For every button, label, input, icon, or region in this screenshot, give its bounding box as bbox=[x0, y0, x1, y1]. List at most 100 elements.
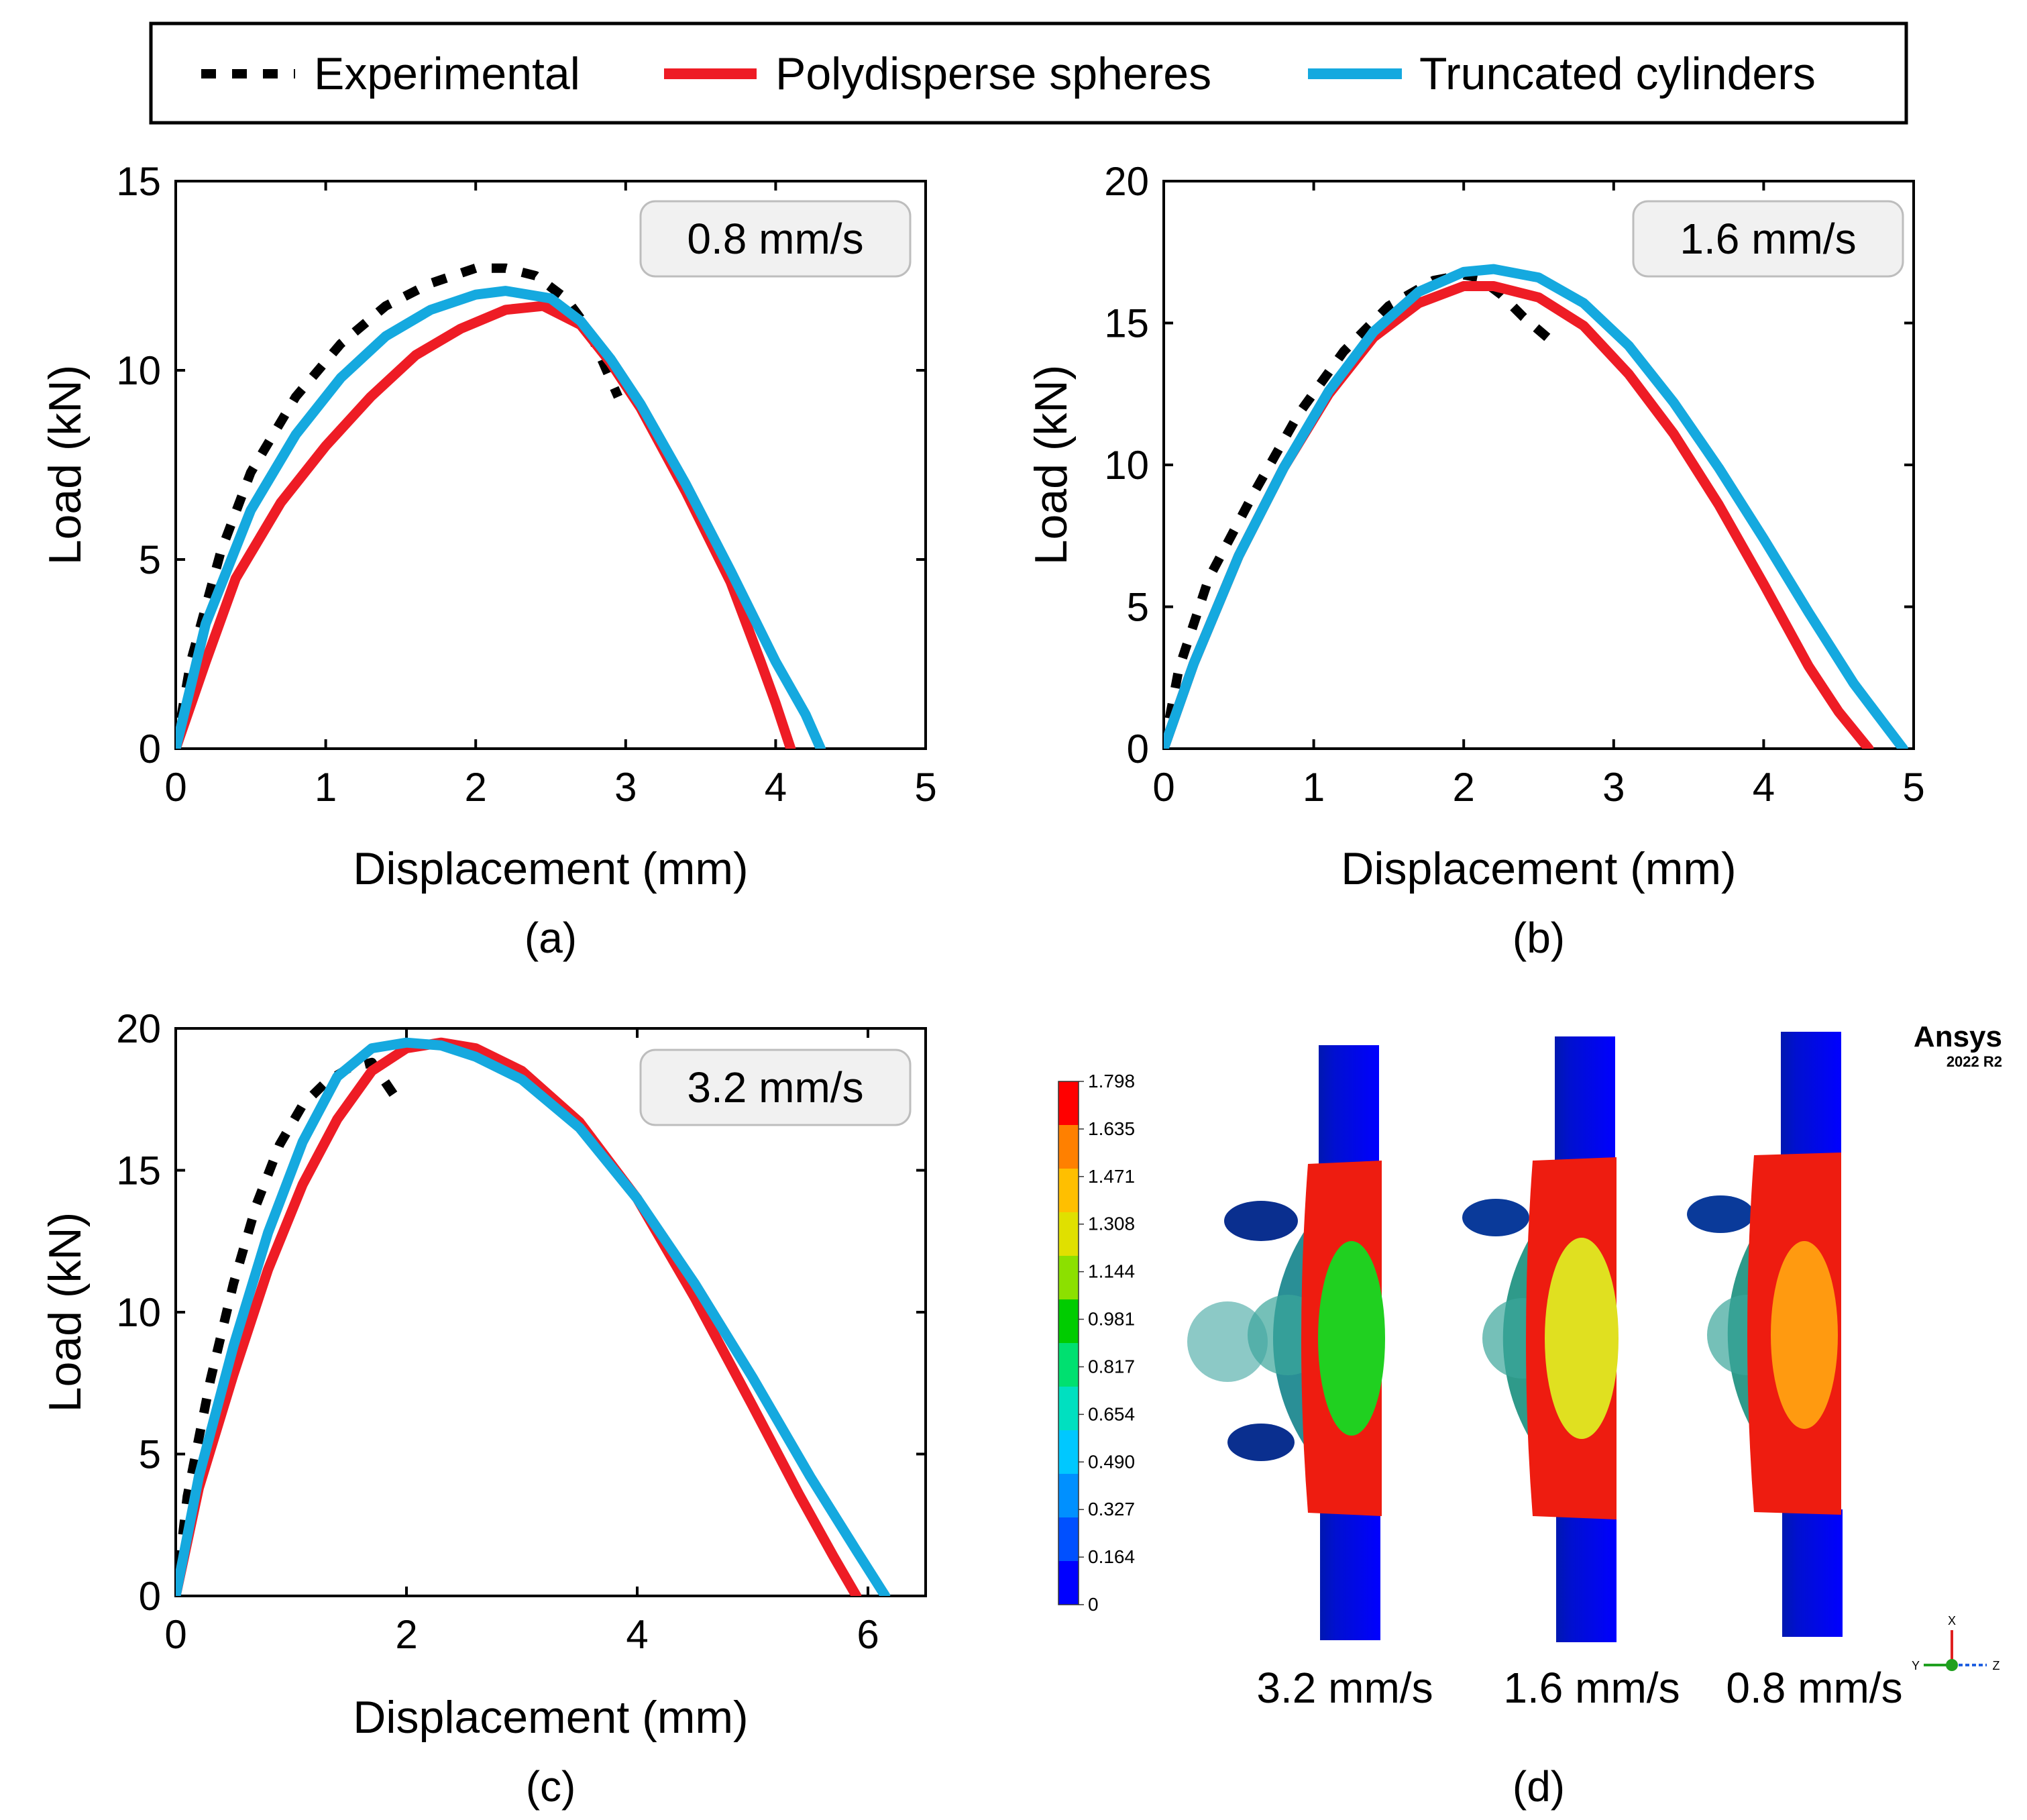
panel-label-a: (a) bbox=[525, 914, 577, 962]
x-tick-label: 0 bbox=[1152, 765, 1174, 810]
series-b bbox=[1164, 264, 1908, 749]
xlabel-a: Displacement (mm) bbox=[353, 843, 748, 894]
disc-shade-3 bbox=[1687, 1195, 1754, 1233]
y-tick-label: 10 bbox=[1104, 443, 1149, 488]
x-tick-label: 4 bbox=[1753, 765, 1775, 810]
sim-label-0-8: 0.8 mm/s bbox=[1726, 1664, 1902, 1712]
annotation-b: 1.6 mm/s bbox=[1680, 215, 1856, 263]
colorbar-band bbox=[1058, 1430, 1079, 1475]
series-line-truncated-cylinders bbox=[1164, 264, 1908, 749]
colorbar-label: 0.327 bbox=[1088, 1499, 1135, 1519]
colorbar-band bbox=[1058, 1212, 1079, 1256]
contact-core-3 bbox=[1771, 1241, 1838, 1429]
legend-label-truncated: Truncated cylinders bbox=[1419, 48, 1816, 99]
disc-shade-1a bbox=[1224, 1201, 1298, 1241]
colorbar-label: 0.654 bbox=[1088, 1403, 1135, 1424]
colorbar-label: 0.817 bbox=[1088, 1356, 1135, 1377]
panel-label-b: (b) bbox=[1513, 914, 1565, 962]
y-tick-label: 5 bbox=[139, 1432, 161, 1477]
series-line-polydisperse-spheres bbox=[176, 1037, 862, 1596]
ylabel-a: Load (kN) bbox=[40, 365, 91, 566]
annotation-box-c bbox=[639, 1049, 912, 1126]
series-line-experimental bbox=[176, 263, 623, 749]
bar-top-2 bbox=[1555, 1036, 1615, 1171]
contact-core-2 bbox=[1545, 1238, 1619, 1439]
chart-panel-b: 0 1 2 3 4 5 0 5 10 15 20 1.6 mm/s Displacement (mm… bbox=[1026, 159, 1925, 962]
sim-label-3-2: 3.2 mm/s bbox=[1256, 1664, 1433, 1712]
legend-label-polydisperse: Polydisperse spheres bbox=[775, 48, 1211, 99]
colorbar-band bbox=[1058, 1387, 1079, 1431]
colorbar-label: 1.635 bbox=[1088, 1118, 1135, 1139]
x-tick-label: 1 bbox=[1303, 765, 1325, 810]
x-tick-label: 2 bbox=[1453, 765, 1475, 810]
y-tick-label: 5 bbox=[1127, 585, 1149, 630]
colorbar-label: 0.981 bbox=[1088, 1309, 1135, 1330]
series-line-truncated-cylinders bbox=[176, 286, 826, 749]
bar-bottom-3 bbox=[1782, 1509, 1843, 1637]
y-tick-label: 20 bbox=[1104, 159, 1149, 204]
disc-shade-2 bbox=[1462, 1199, 1529, 1236]
colorbar-label: 1.471 bbox=[1088, 1166, 1135, 1187]
panel-label-c: (c) bbox=[526, 1762, 576, 1811]
annotation-box-b bbox=[1632, 200, 1904, 278]
contour-colorbar: 1.798 1.635 1.471 1.308 1.144 0.981 0.817 0.654… bbox=[1058, 1071, 1135, 1615]
legend-frame bbox=[149, 21, 1908, 125]
colorbar-band bbox=[1058, 1125, 1079, 1169]
colorbar-band bbox=[1058, 1343, 1079, 1387]
x-tick-label: 4 bbox=[626, 1612, 648, 1657]
x-tick-label: 0 bbox=[164, 1612, 186, 1657]
colorbar-frame bbox=[1058, 1081, 1079, 1605]
colorbar-band bbox=[1058, 1299, 1079, 1344]
colorbar-band bbox=[1058, 1561, 1079, 1605]
x-tick-label: 5 bbox=[914, 765, 936, 810]
specimen-3-2 bbox=[1187, 1045, 1385, 1640]
triad-label-x: X bbox=[1948, 1614, 1956, 1627]
ticks-a: 0 1 2 3 4 5 0 5 10 15 bbox=[116, 159, 936, 810]
triad-label-z: Z bbox=[1993, 1659, 2000, 1672]
x-tick-label: 2 bbox=[395, 1612, 417, 1657]
series-a bbox=[176, 263, 826, 749]
colorbar-band bbox=[1058, 1517, 1079, 1562]
disc-shade-1b bbox=[1227, 1424, 1295, 1461]
series-line-polydisperse-spheres bbox=[176, 301, 796, 749]
series-c bbox=[176, 1037, 891, 1596]
x-tick-label: 0 bbox=[164, 765, 186, 810]
y-tick-label: 0 bbox=[139, 727, 161, 771]
x-tick-label: 2 bbox=[465, 765, 487, 810]
y-tick-label: 15 bbox=[1104, 301, 1149, 346]
x-tick-label: 6 bbox=[857, 1612, 879, 1657]
y-tick-label: 5 bbox=[139, 537, 161, 582]
x-tick-label: 3 bbox=[1602, 765, 1625, 810]
sim-label-1-6: 1.6 mm/s bbox=[1503, 1664, 1680, 1712]
x-tick-label: 3 bbox=[614, 765, 637, 810]
x-tick-label: 4 bbox=[765, 765, 787, 810]
x-tick-label: 1 bbox=[315, 765, 337, 810]
ylabel-c: Load (kN) bbox=[40, 1212, 91, 1413]
y-tick-label: 0 bbox=[139, 1574, 161, 1619]
colorbar-label: 0 bbox=[1088, 1594, 1099, 1615]
legend-label-experimental: Experimental bbox=[314, 48, 580, 99]
simulation-panel-d: Ansys 2022 R2 1.798 1.635 1.471 1.308 1.144 0… bbox=[1058, 1020, 2002, 1811]
colorbar-label: 1.308 bbox=[1088, 1214, 1135, 1234]
axis-triad: X Y Z bbox=[1912, 1614, 2000, 1672]
y-tick-label: 10 bbox=[116, 348, 161, 393]
colorbar-band bbox=[1058, 1474, 1079, 1518]
xlabel-b: Displacement (mm) bbox=[1341, 843, 1736, 894]
x-tick-label: 5 bbox=[1902, 765, 1924, 810]
colorbar-label: 1.144 bbox=[1088, 1261, 1135, 1282]
y-tick-label: 0 bbox=[1127, 727, 1149, 771]
xlabel-c: Displacement (mm) bbox=[353, 1692, 748, 1743]
y-tick-label: 20 bbox=[116, 1006, 161, 1051]
annotation-box-a bbox=[639, 200, 912, 278]
colorbar-band bbox=[1058, 1081, 1079, 1126]
ylabel-b: Load (kN) bbox=[1026, 365, 1077, 566]
ansys-version: 2022 R2 bbox=[1947, 1053, 2002, 1070]
y-tick-label: 15 bbox=[116, 1148, 161, 1193]
specimen-0-8 bbox=[1687, 1032, 1843, 1637]
y-tick-label: 10 bbox=[116, 1290, 161, 1335]
colorbar-band bbox=[1058, 1256, 1079, 1300]
triad-origin bbox=[1946, 1659, 1958, 1671]
